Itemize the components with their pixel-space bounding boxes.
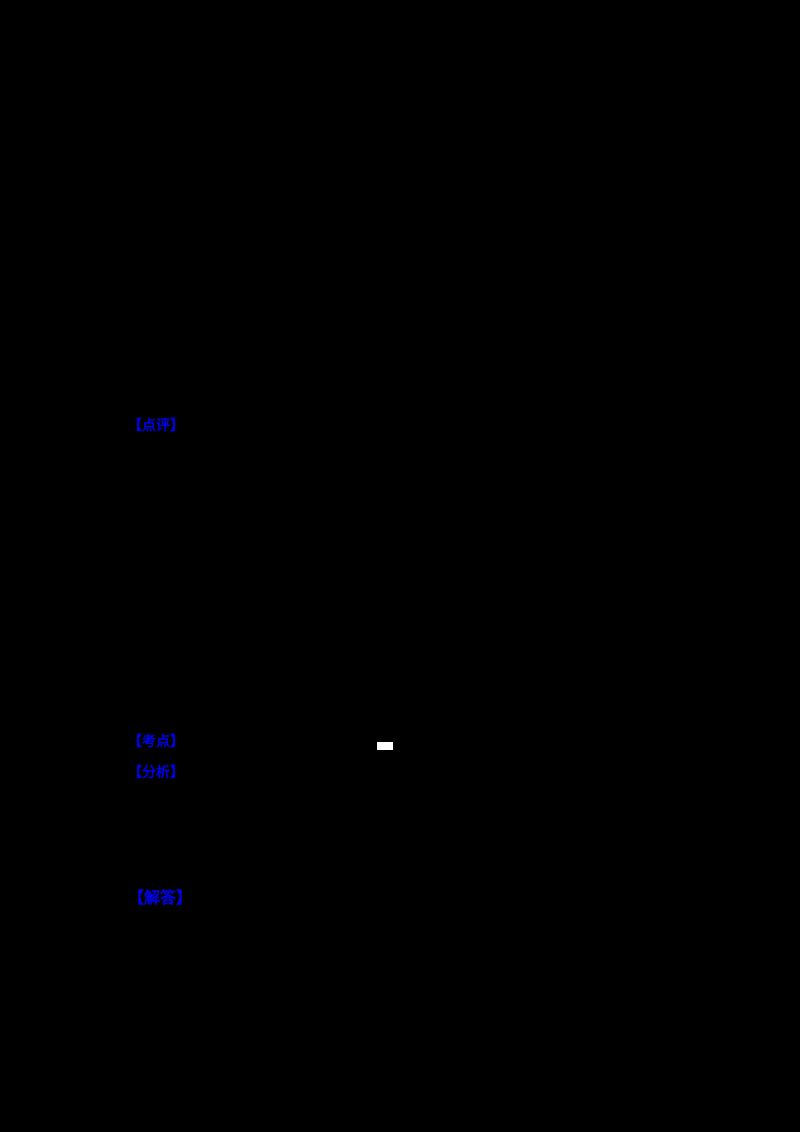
section-label-link-solution[interactable]: 【解答】	[128, 888, 193, 907]
section-label-link-review[interactable]: 【点评】	[128, 418, 184, 434]
section-label-link-analysis[interactable]: 【分析】	[128, 765, 184, 781]
section-label-link-test-point[interactable]: 【考点】	[128, 734, 184, 750]
inline-image-placeholder	[377, 742, 393, 750]
